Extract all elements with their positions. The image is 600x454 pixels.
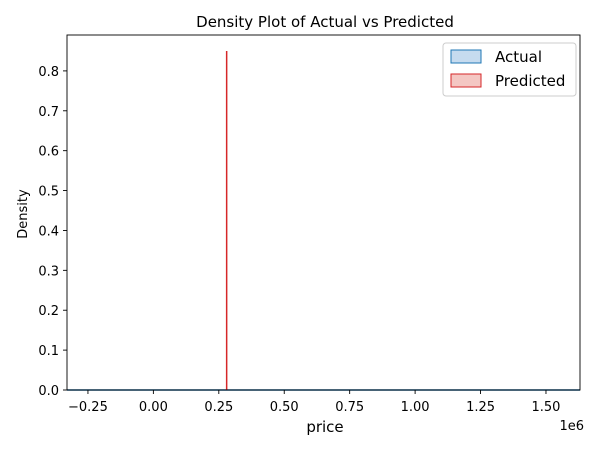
x-tick-label: 1.00 — [401, 400, 430, 415]
legend-label-predicted: Predicted — [495, 72, 565, 90]
legend-label-actual: Actual — [495, 48, 542, 66]
x-tick-label: 1.25 — [466, 400, 495, 415]
x-tick-label: 0.75 — [335, 400, 364, 415]
plot-marks — [67, 50, 580, 391]
x-tick-label: 0.50 — [270, 400, 299, 415]
x-tick-label: 1.50 — [531, 400, 560, 415]
plot-frame — [66, 34, 581, 391]
x-tick-label: 0.00 — [139, 400, 168, 415]
y-tick-label: 0.8 — [38, 65, 59, 80]
y-tick-label: 0.5 — [38, 185, 59, 200]
x-axis-offset-label: 1e6 — [559, 419, 584, 434]
y-axis-label: Density — [16, 189, 31, 239]
y-tick-label: 0.4 — [38, 224, 59, 239]
y-tick-label: 0.7 — [38, 105, 59, 120]
legend-swatch-predicted — [450, 73, 482, 88]
y-tick-label: 0.2 — [38, 304, 59, 319]
chart-title: Density Plot of Actual vs Predicted — [196, 13, 454, 31]
legend: Actual Predicted — [442, 42, 577, 97]
y-tick-label: 0.3 — [38, 264, 59, 279]
y-tick-label: 0.6 — [38, 145, 59, 160]
x-tick-label: 0.25 — [204, 400, 233, 415]
x-tick-label: −0.25 — [68, 400, 108, 415]
y-tick-label: 0.0 — [38, 384, 59, 399]
x-axis-label: price — [306, 418, 343, 436]
y-tick-label: 0.1 — [38, 344, 59, 359]
legend-swatch-actual — [450, 49, 482, 64]
